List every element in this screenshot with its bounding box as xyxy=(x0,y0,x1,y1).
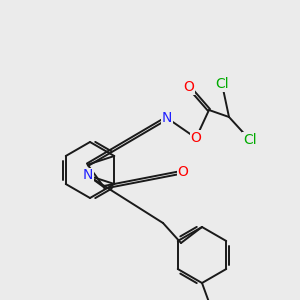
Text: Cl: Cl xyxy=(243,133,257,147)
Text: N: N xyxy=(82,168,93,182)
Text: O: O xyxy=(178,165,188,179)
Text: Cl: Cl xyxy=(215,77,229,91)
Text: N: N xyxy=(162,111,172,125)
Text: O: O xyxy=(190,131,201,145)
Text: O: O xyxy=(184,80,194,94)
